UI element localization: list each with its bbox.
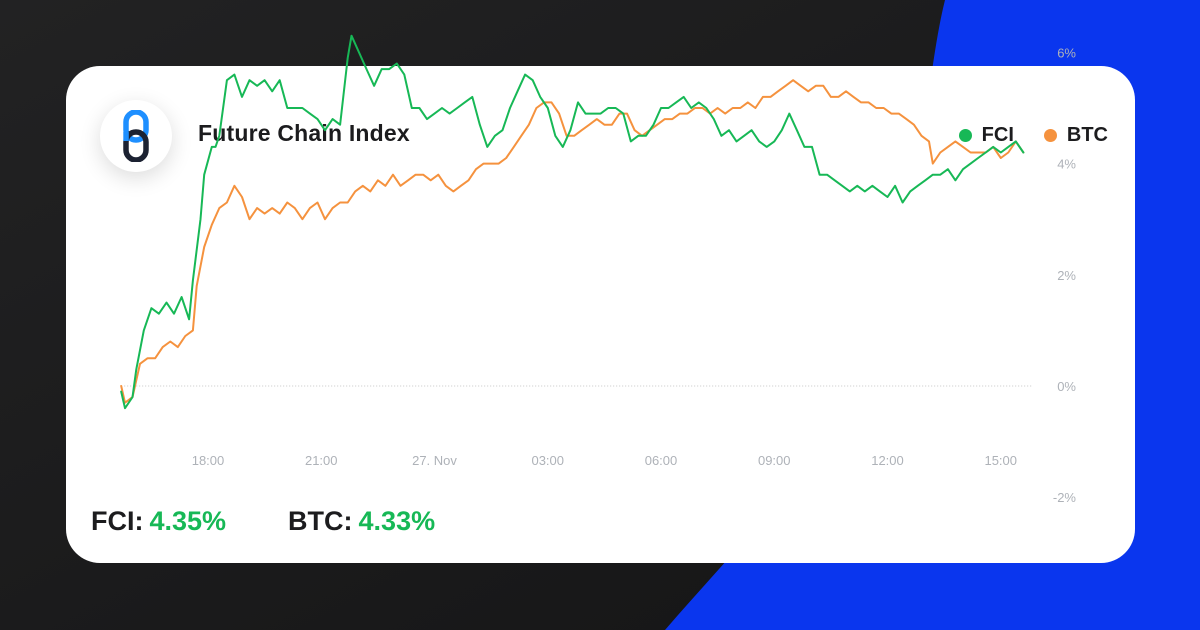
chain-link-icon xyxy=(123,110,149,162)
legend-dot-fci xyxy=(958,129,972,142)
x-tick-label: 27. Nov xyxy=(412,453,457,468)
y-tick-label: 4% xyxy=(1057,157,1076,172)
x-tick-label: 15:00 xyxy=(984,453,1017,468)
fci-summary: FCI: 4.35% xyxy=(91,506,226,537)
y-tick-label: 0% xyxy=(1057,379,1076,394)
chart-title: Future Chain Index xyxy=(198,120,410,146)
fci-summary-value: 4.35% xyxy=(149,506,227,536)
legend-dot-btc xyxy=(1043,129,1057,142)
btc-summary: BTC: 4.33% xyxy=(288,506,435,537)
legend-item-btc[interactable]: BTC xyxy=(1043,124,1108,147)
y-tick-label: 2% xyxy=(1057,268,1076,283)
legend-item-fci[interactable]: FCI xyxy=(958,124,1014,147)
series-line-fci xyxy=(120,34,1025,410)
x-tick-label: 18:00 xyxy=(192,453,225,468)
chart-card: Future Chain Index FCI BTC 8%6%4%2%0%-2%… xyxy=(66,34,1135,563)
btc-summary-label: BTC: xyxy=(288,506,353,536)
x-tick-label: 21:00 xyxy=(305,453,338,468)
series-line-btc xyxy=(120,79,1025,404)
y-tick-label: 6% xyxy=(1057,45,1076,60)
y-tick-label: -2% xyxy=(1053,490,1077,505)
summary-footer: FCI: 4.35% BTC: 4.33% xyxy=(91,506,435,537)
logo xyxy=(100,100,172,172)
btc-summary-value: 4.33% xyxy=(358,506,436,536)
x-tick-label: 12:00 xyxy=(871,453,904,468)
legend: FCI BTC xyxy=(958,124,1108,147)
legend-label-btc: BTC xyxy=(1066,124,1108,146)
fci-summary-label: FCI: xyxy=(91,506,144,536)
x-tick-label: 09:00 xyxy=(758,453,791,468)
x-tick-label: 03:00 xyxy=(531,453,564,468)
x-tick-label: 06:00 xyxy=(645,453,678,468)
legend-label-fci: FCI xyxy=(981,124,1014,146)
